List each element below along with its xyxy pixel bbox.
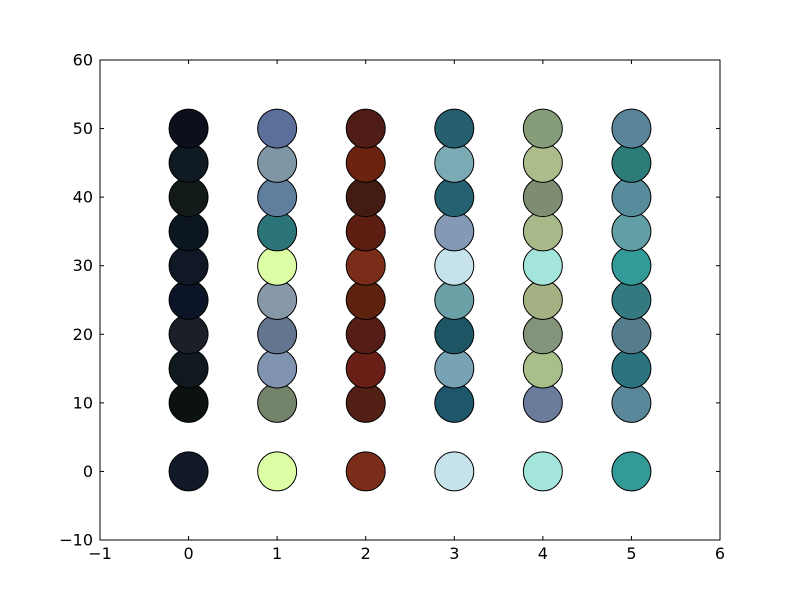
data-point — [168, 314, 209, 355]
data-point — [611, 382, 652, 423]
data-point — [168, 451, 209, 492]
data-point — [345, 142, 386, 183]
data-point — [611, 108, 652, 149]
axis-ticks — [99, 59, 721, 541]
data-point — [345, 314, 386, 355]
series-column-1 — [257, 108, 298, 492]
series-column-3 — [434, 108, 475, 492]
y-tick-label: 10 — [73, 393, 93, 412]
x-tick-label: 0 — [183, 544, 193, 563]
y-tick-label: 20 — [73, 325, 93, 344]
data-point — [611, 451, 652, 492]
y-tick-label: 40 — [73, 188, 93, 207]
data-point — [257, 211, 298, 252]
data-point — [611, 348, 652, 389]
data-point — [345, 211, 386, 252]
data-point — [257, 280, 298, 320]
series-column-2 — [345, 108, 386, 492]
data-point — [345, 451, 386, 492]
data-point — [434, 280, 475, 320]
x-axis-tick-labels: −1 0 1 2 3 4 5 6 — [88, 544, 725, 563]
y-tick-label: 50 — [73, 119, 93, 138]
data-point — [434, 382, 475, 423]
data-point — [611, 280, 652, 320]
data-point — [345, 177, 386, 218]
data-point — [345, 348, 386, 389]
data-point — [522, 280, 563, 320]
x-tick-label: −1 — [88, 544, 112, 563]
x-tick-label: 3 — [449, 544, 459, 563]
data-point — [257, 314, 298, 355]
data-point — [522, 177, 563, 218]
data-point — [257, 451, 298, 492]
data-point — [257, 177, 298, 218]
data-point — [611, 314, 652, 355]
y-axis-tick-labels: −10 0 10 20 30 40 50 60 — [59, 51, 93, 550]
data-point — [522, 211, 563, 252]
x-tick-label: 1 — [272, 544, 282, 563]
data-point — [168, 108, 209, 149]
data-point — [345, 280, 386, 320]
data-point — [611, 142, 652, 183]
data-point — [434, 451, 475, 492]
data-point — [168, 177, 209, 218]
data-point — [434, 142, 475, 183]
y-tick-label: 30 — [73, 256, 93, 275]
data-point — [434, 348, 475, 389]
data-point — [168, 245, 209, 286]
data-point — [345, 245, 386, 286]
data-point — [257, 245, 298, 286]
series-column-4 — [522, 108, 563, 492]
x-tick-label: 6 — [715, 544, 725, 563]
data-point — [168, 348, 209, 389]
data-point — [434, 245, 475, 286]
data-point — [522, 314, 563, 355]
data-point — [434, 211, 475, 252]
y-tick-label: 60 — [73, 51, 93, 70]
data-point — [257, 382, 298, 423]
data-point — [168, 382, 209, 423]
data-point — [434, 314, 475, 355]
data-point — [168, 142, 209, 183]
data-point — [168, 280, 209, 320]
data-point — [257, 142, 298, 183]
data-point — [611, 177, 652, 218]
y-tick-label: 0 — [83, 462, 93, 481]
data-point — [522, 108, 563, 149]
data-point — [168, 211, 209, 252]
x-tick-label: 4 — [538, 544, 548, 563]
data-point — [257, 108, 298, 149]
data-point — [522, 451, 563, 492]
series-column-0 — [168, 108, 209, 492]
data-point — [522, 245, 563, 286]
data-point — [257, 348, 298, 389]
data-point — [611, 245, 652, 286]
data-point — [434, 177, 475, 218]
data-point — [522, 382, 563, 423]
x-tick-label: 5 — [626, 544, 636, 563]
data-point — [522, 142, 563, 183]
x-tick-label: 2 — [361, 544, 371, 563]
data-point — [611, 211, 652, 252]
data-points — [168, 108, 652, 492]
y-tick-label: −10 — [59, 531, 93, 550]
data-point — [434, 108, 475, 149]
series-column-5 — [611, 108, 652, 492]
data-point — [522, 348, 563, 389]
data-point — [345, 108, 386, 149]
data-point — [345, 382, 386, 423]
